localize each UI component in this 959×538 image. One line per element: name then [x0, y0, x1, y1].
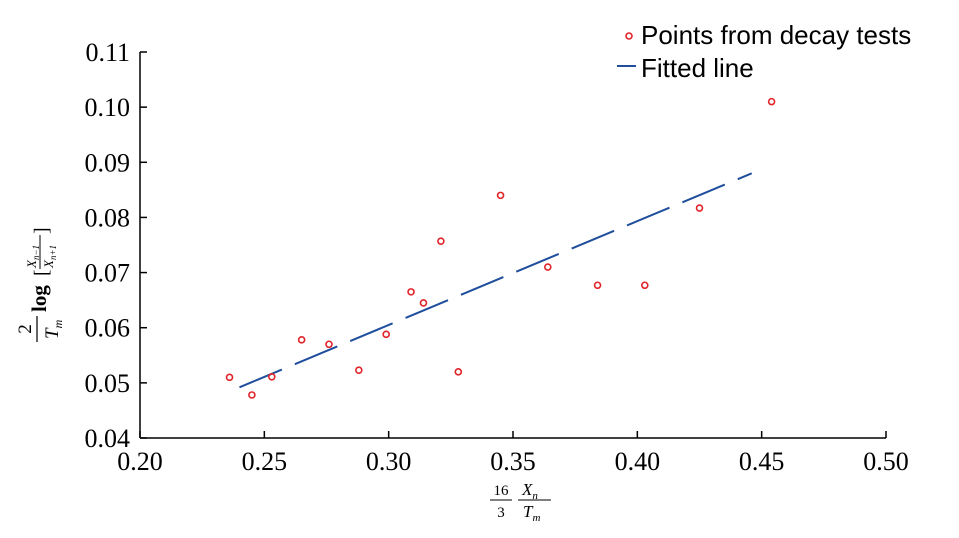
x-tick-label: 0.20: [117, 447, 163, 476]
y-label-num: 2: [15, 324, 36, 334]
data-point: [454, 368, 463, 376]
data-point: [437, 237, 445, 245]
y-tick-label: 0.10: [85, 93, 131, 122]
y-label-arg-den: Xn+1: [41, 245, 58, 269]
fitted-line: [239, 172, 753, 389]
y-label-den: Tm: [42, 319, 65, 339]
y-tick-label: 0.04: [85, 424, 131, 453]
y-label-arg-num: Xn−1: [24, 245, 41, 269]
y-tick-label: 0.07: [85, 259, 131, 288]
x-axis-label: 16 3 Xn Tm: [490, 480, 551, 524]
x-label-var-den: Tm: [523, 502, 540, 524]
data-point: [767, 97, 776, 106]
data-point: [355, 366, 363, 374]
data-point: [496, 191, 505, 200]
x-label-num: 16: [494, 483, 510, 499]
x-tick-label: 0.45: [739, 447, 785, 476]
data-point: [640, 281, 649, 290]
data-point: [695, 204, 704, 212]
decay-test-points-series: [225, 97, 776, 399]
fitted-line-series: [239, 172, 753, 389]
y-tick-label: 0.05: [85, 369, 131, 398]
data-point: [544, 263, 552, 271]
data-point: [248, 391, 256, 399]
x-tick-label: 0.25: [242, 447, 288, 476]
data-point: [419, 299, 428, 307]
legend-scatter-marker: [625, 32, 633, 40]
y-tick-label: 0.06: [85, 314, 131, 343]
axes: [139, 52, 886, 439]
x-tick-label: 0.50: [863, 447, 909, 476]
y-tick-label: 0.09: [85, 148, 131, 177]
y-label-bracket-open: [: [31, 269, 53, 276]
x-tick-label: 0.30: [366, 447, 412, 476]
data-point: [593, 281, 602, 290]
data-point: [297, 336, 306, 344]
x-tick-label: 0.40: [615, 447, 661, 476]
y-label-bracket-close: ]: [31, 227, 53, 234]
y-tick-label: 0.08: [85, 203, 131, 232]
x-ticks: 0.20 0.25 0.30 0.35 0.40 0.45 0.50: [117, 431, 909, 476]
data-point: [325, 340, 333, 349]
legend-label-points: Points from decay tests: [641, 20, 911, 50]
legend: Points from decay tests Fitted line: [617, 20, 911, 83]
data-point: [382, 330, 390, 339]
data-point: [407, 288, 415, 296]
y-label-log: log: [27, 285, 51, 312]
data-point: [267, 372, 276, 381]
x-tick-label: 0.35: [490, 447, 536, 476]
y-tick-label: 0.11: [85, 38, 130, 67]
x-label-var-num: Xn: [521, 480, 538, 502]
legend-label-fitted: Fitted line: [641, 53, 754, 83]
data-point: [225, 373, 234, 382]
y-ticks: 0.04 0.05 0.06 0.07 0.08 0.09 0.10 0.11: [85, 38, 147, 453]
x-label-den: 3: [497, 505, 505, 521]
y-axis-label: 2 Tm log [ Xn−1 Xn+1 ]: [15, 227, 65, 342]
